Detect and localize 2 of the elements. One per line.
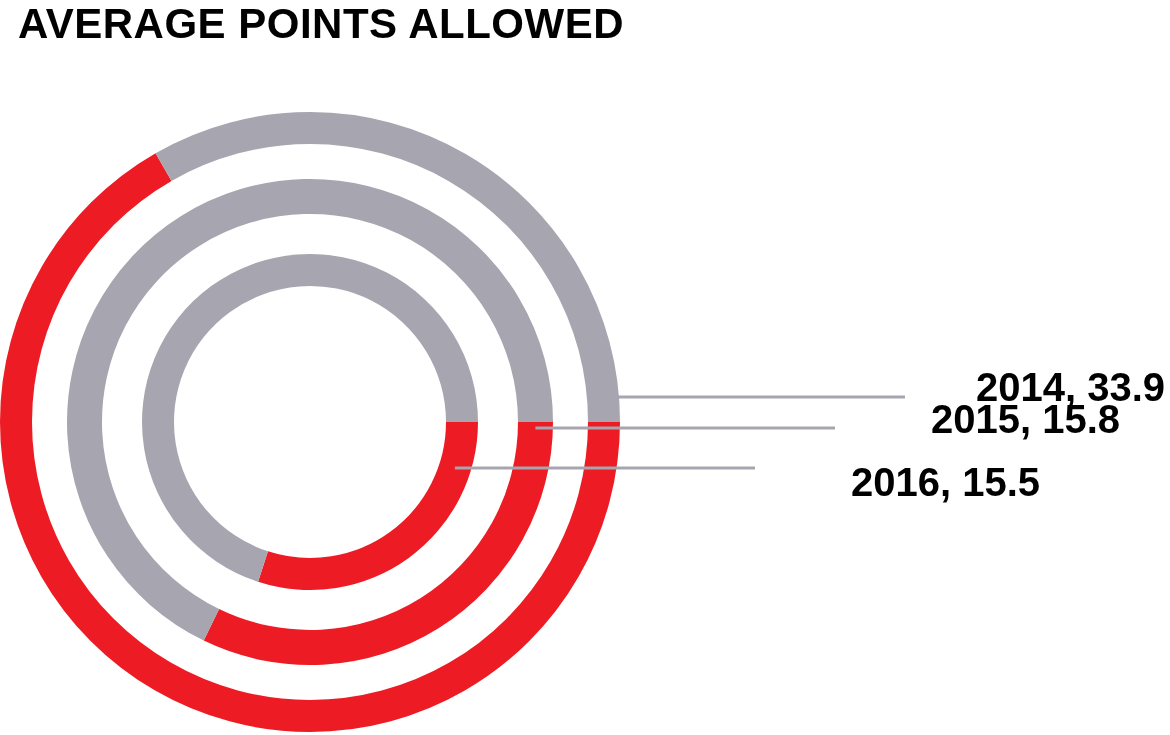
text: 2016, 15.5 xyxy=(850,460,1040,505)
chart-title: AVERAGE POINTS ALLOWED xyxy=(18,0,625,48)
